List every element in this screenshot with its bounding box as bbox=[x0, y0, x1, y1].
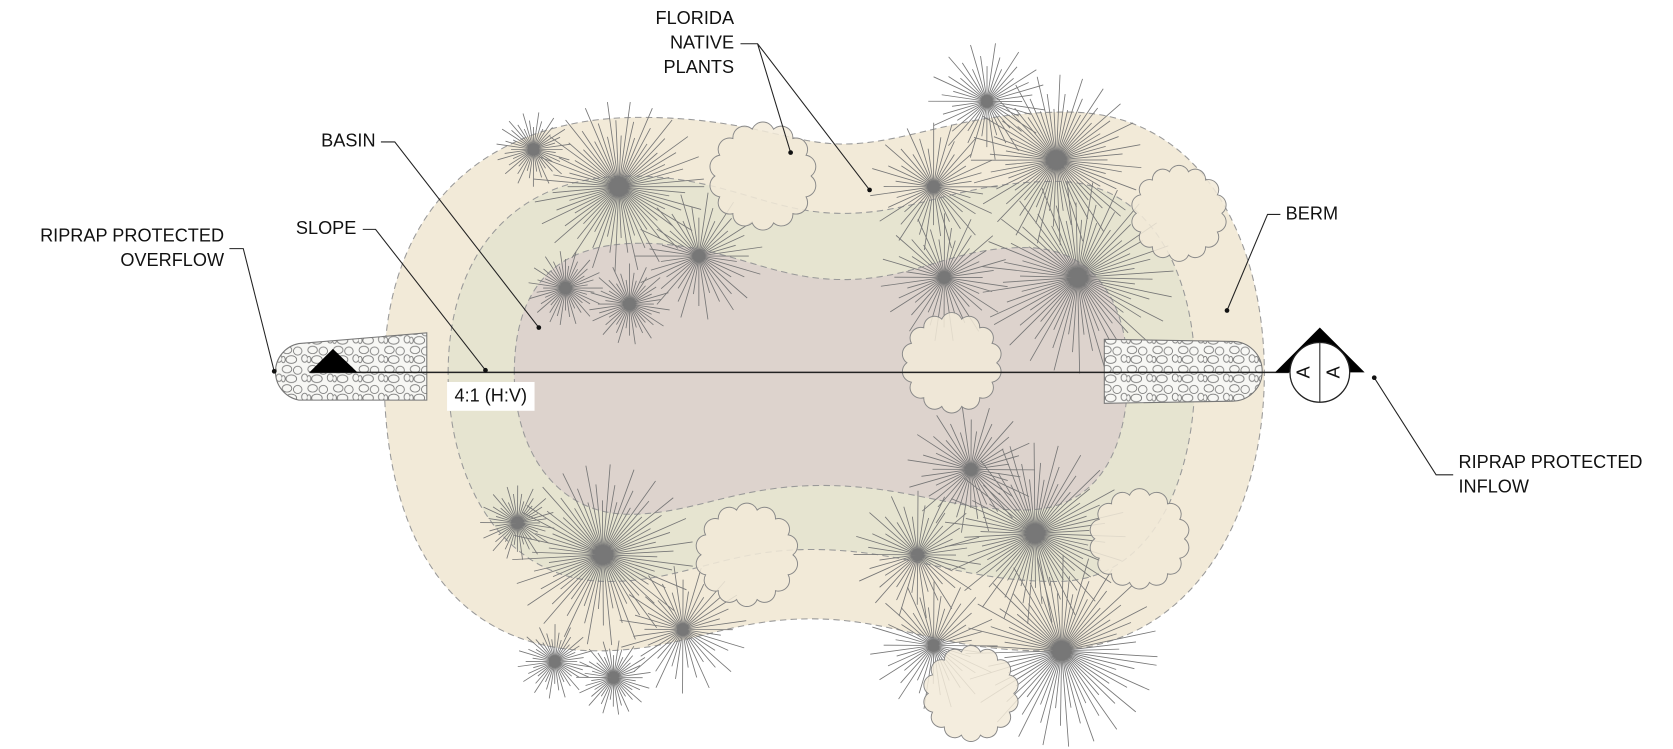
label-line: NATIVE bbox=[670, 33, 734, 53]
shrub-rays bbox=[517, 624, 592, 699]
shrub bbox=[634, 192, 763, 320]
slope-ratio-box bbox=[447, 381, 535, 411]
shrub-rays bbox=[589, 263, 670, 345]
section-marker: A A bbox=[1275, 327, 1365, 403]
label-line: OVERFLOW bbox=[120, 250, 225, 270]
label: SLOPE bbox=[296, 218, 356, 238]
shrub bbox=[589, 263, 670, 345]
leader bbox=[362, 228, 486, 371]
shrub bbox=[576, 640, 651, 715]
label-line: INFLOW bbox=[1459, 476, 1530, 496]
shrub bbox=[880, 213, 1008, 341]
leader-dot bbox=[788, 150, 793, 155]
shrub bbox=[528, 251, 603, 326]
leader bbox=[380, 141, 540, 328]
riprap-inflow bbox=[1103, 338, 1263, 404]
section-label: A bbox=[1324, 365, 1344, 378]
shrub bbox=[965, 554, 1158, 747]
shrub bbox=[517, 624, 592, 699]
label: BASIN bbox=[321, 131, 375, 151]
shrub-rays bbox=[965, 554, 1158, 747]
shrub-rays bbox=[853, 490, 981, 619]
label: BERM bbox=[1286, 203, 1338, 223]
tree-canopy bbox=[1089, 488, 1190, 590]
leader-dot bbox=[867, 187, 872, 193]
shrub bbox=[907, 406, 1035, 533]
shrub-rays bbox=[880, 213, 1008, 341]
section-arrow bbox=[309, 348, 358, 373]
shrub bbox=[480, 485, 555, 560]
shrub-rays bbox=[634, 192, 763, 320]
tree-canopy bbox=[1131, 164, 1227, 262]
label-line: RIPRAP PROTECTED bbox=[40, 226, 224, 246]
shrub-rays bbox=[528, 251, 603, 326]
shrub bbox=[928, 43, 1046, 160]
tree-canopy bbox=[695, 502, 799, 608]
label-line: FLORIDA bbox=[656, 8, 735, 28]
leader-dot bbox=[1224, 308, 1230, 313]
label-line: RIPRAP PROTECTED bbox=[1459, 452, 1643, 472]
section-label: A bbox=[1294, 365, 1314, 378]
shrub-rays bbox=[533, 102, 705, 272]
shrub bbox=[533, 102, 705, 272]
tree-canopy bbox=[923, 645, 1019, 743]
leader bbox=[1226, 213, 1281, 311]
tree-canopy bbox=[901, 312, 1002, 414]
shrub-rays bbox=[907, 406, 1035, 533]
leader bbox=[229, 248, 275, 372]
leader-dot bbox=[271, 368, 277, 374]
leader bbox=[1373, 377, 1454, 476]
shrub bbox=[512, 464, 693, 646]
shrub-rays bbox=[928, 43, 1046, 160]
shrub-rays bbox=[496, 112, 571, 187]
label-line: PLANTS bbox=[664, 57, 735, 77]
tree-canopy bbox=[709, 121, 817, 231]
shrub-rays bbox=[480, 485, 555, 560]
shrub-rays bbox=[944, 442, 1126, 624]
shrub-rays bbox=[512, 464, 693, 646]
slope-ratio: 4:1 (H:V) bbox=[455, 386, 528, 406]
shrub-rays bbox=[982, 181, 1174, 374]
shrub bbox=[982, 181, 1174, 374]
leader bbox=[740, 43, 870, 191]
shrub bbox=[870, 122, 998, 251]
shrub bbox=[853, 490, 981, 619]
shrub bbox=[944, 442, 1126, 624]
leader-dot bbox=[483, 367, 488, 373]
leader-dot bbox=[536, 325, 542, 330]
shrub-rays bbox=[970, 74, 1142, 246]
shrub bbox=[619, 566, 747, 694]
leader-dot bbox=[1371, 375, 1377, 381]
shrub-rays bbox=[870, 122, 998, 251]
shrub bbox=[496, 112, 571, 187]
plants bbox=[480, 43, 1227, 747]
shrub-rays bbox=[619, 566, 747, 694]
shrub bbox=[970, 74, 1142, 246]
shrub-rays bbox=[576, 640, 651, 715]
